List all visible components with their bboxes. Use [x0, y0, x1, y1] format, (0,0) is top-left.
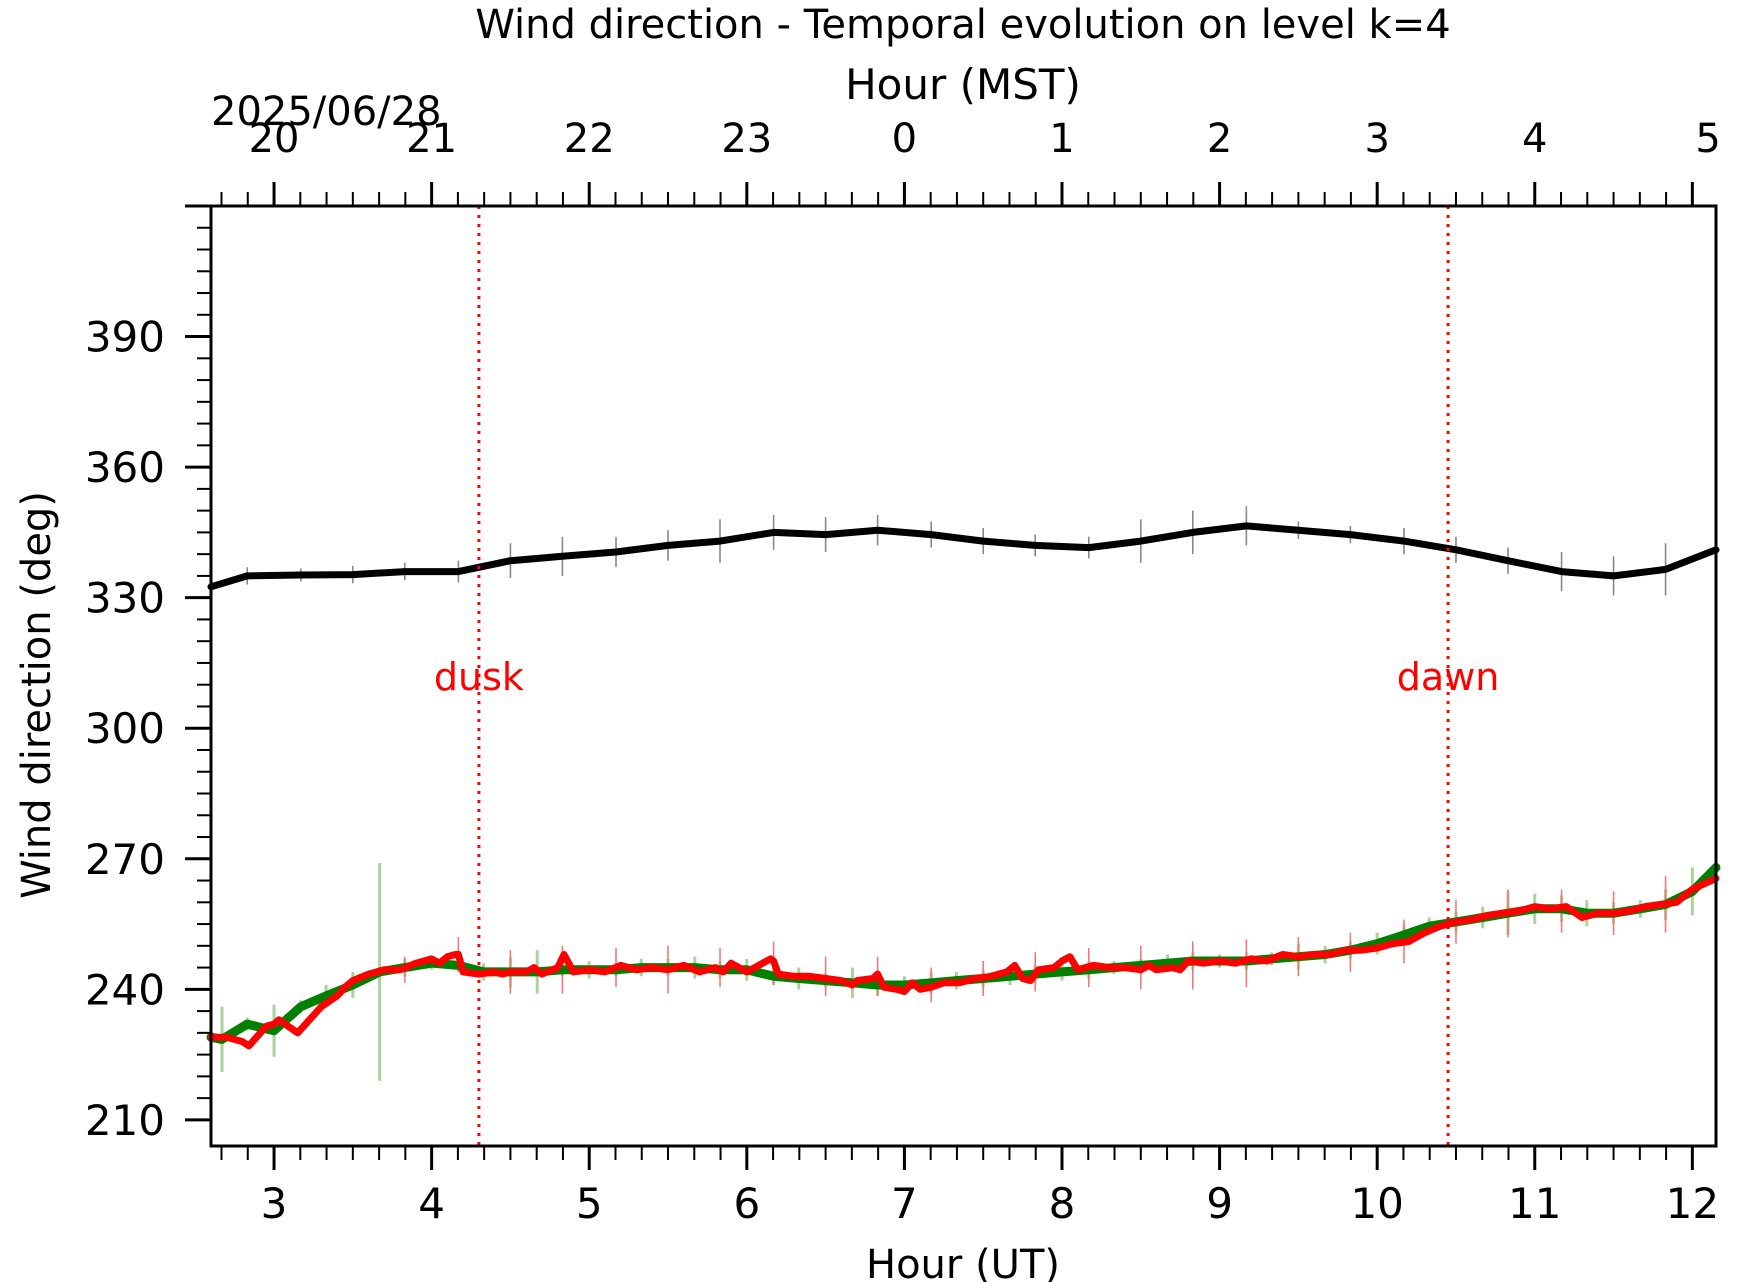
top-tick-label: 22	[564, 116, 615, 162]
y-tick-label: 210	[85, 1096, 165, 1145]
x-tick-label: 4	[418, 1179, 445, 1228]
error-bars	[220, 506, 1694, 1081]
x-tick-label: 8	[1049, 1179, 1076, 1228]
top-tick-label: 1	[1049, 116, 1074, 162]
series-line-1	[206, 863, 1721, 1044]
series-lines	[206, 522, 1721, 1050]
top-tick-label: 23	[721, 116, 772, 162]
top-tick-label: 0	[892, 116, 917, 162]
y-tick-label: 390	[85, 313, 165, 362]
y-tick-label: 240	[85, 965, 165, 1014]
y-axis-label: Wind direction (deg)	[14, 491, 60, 899]
x-tick-label: 10	[1350, 1179, 1403, 1228]
y-tick-label: 270	[85, 835, 165, 884]
top-tick-label: 2	[1207, 116, 1232, 162]
x-axis-label: Hour (UT)	[866, 1242, 1060, 1282]
date-label: 2025/06/28	[211, 89, 442, 135]
event-label-dawn: dawn	[1397, 655, 1500, 699]
top-tick-label: 20	[249, 116, 300, 162]
plot-frame	[209, 204, 1718, 1148]
series-line-0	[207, 522, 1720, 591]
chart-title: Wind direction - Temporal evolution on l…	[475, 2, 1450, 48]
x-tick-label: 3	[261, 1179, 288, 1228]
y-tick-label: 330	[85, 574, 165, 623]
x-tick-label: 12	[1666, 1179, 1719, 1228]
top-tick-label: 21	[406, 116, 457, 162]
x-tick-label: 9	[1206, 1179, 1233, 1228]
y-tick-label: 300	[85, 704, 165, 753]
x-tick-label: 6	[733, 1179, 760, 1228]
top-tick-label: 5	[1695, 116, 1720, 162]
top-axis-label: Hour (MST)	[845, 60, 1081, 109]
y-tick-label: 360	[85, 443, 165, 492]
event-markers: dusk dawn	[434, 206, 1499, 1146]
x-tick-label: 11	[1508, 1179, 1561, 1228]
top-tick-label: 4	[1522, 116, 1547, 162]
top-tick-label: 3	[1364, 116, 1389, 162]
event-label-dusk: dusk	[434, 655, 524, 699]
x-tick-label: 7	[891, 1179, 918, 1228]
series-line-2	[207, 874, 1720, 1050]
x-tick-label: 5	[576, 1179, 603, 1228]
